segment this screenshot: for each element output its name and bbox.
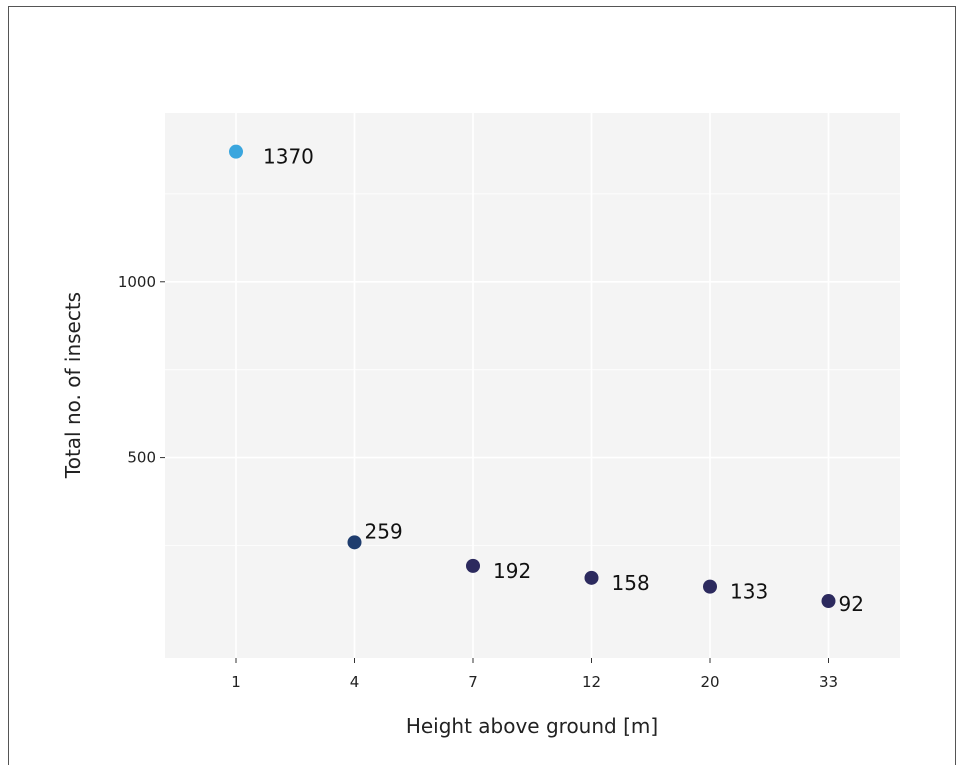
x-tick-label: 12	[582, 673, 601, 691]
data-label: 158	[612, 571, 650, 595]
data-point	[347, 535, 362, 550]
data-point	[466, 558, 480, 573]
data-labels: 1370 259 192 158 133 92	[263, 145, 864, 616]
x-tick-label: 4	[350, 673, 360, 691]
grid-lines	[165, 113, 900, 658]
data-label: 92	[839, 592, 864, 616]
data-label: 192	[493, 559, 531, 583]
x-axis-title: Height above ground [m]	[406, 714, 658, 738]
data-point	[229, 144, 243, 159]
data-point	[821, 594, 836, 609]
y-axis: 500 1000	[118, 273, 165, 467]
data-points	[229, 144, 836, 609]
x-tick-label: 1	[231, 673, 241, 691]
data-label: 133	[730, 580, 768, 604]
x-axis: 1 4 7 12 20 33	[231, 658, 838, 691]
x-tick-label: 33	[819, 673, 838, 691]
plot-panel	[165, 113, 900, 658]
x-tick-label: 7	[468, 673, 478, 691]
x-tick-label: 20	[700, 673, 719, 691]
data-label: 1370	[263, 145, 314, 169]
y-axis-title: Total no. of insects	[61, 292, 85, 479]
figure-frame	[8, 6, 956, 765]
y-tick-label: 500	[127, 449, 156, 467]
data-label: 259	[365, 519, 403, 543]
y-tick-label: 1000	[118, 273, 156, 291]
data-point	[584, 570, 599, 585]
data-point	[703, 579, 717, 594]
